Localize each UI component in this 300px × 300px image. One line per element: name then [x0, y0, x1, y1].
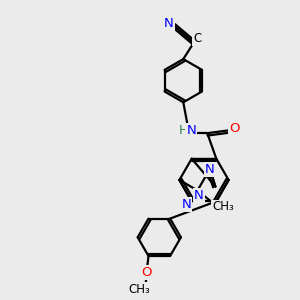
Text: O: O	[229, 122, 240, 135]
Text: N: N	[205, 163, 215, 176]
Text: N: N	[194, 189, 204, 203]
Text: O: O	[142, 266, 152, 279]
Text: N: N	[182, 198, 191, 211]
Text: C: C	[193, 32, 202, 46]
Text: H: H	[178, 124, 188, 137]
Text: CH₃: CH₃	[129, 283, 150, 296]
Text: N: N	[187, 124, 196, 137]
Text: N: N	[164, 16, 174, 30]
Text: CH₃: CH₃	[212, 200, 234, 214]
